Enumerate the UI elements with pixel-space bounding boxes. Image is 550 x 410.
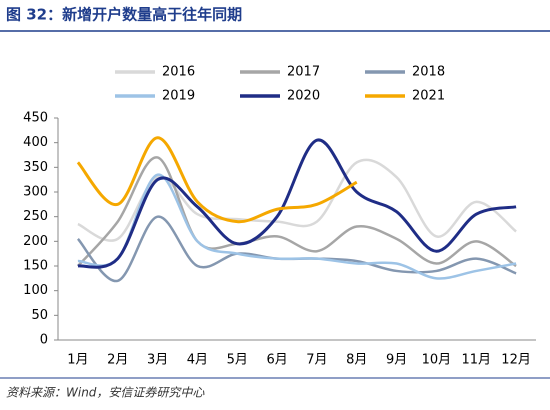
y-tick-label: 100 — [23, 283, 48, 298]
source: 资料来源：Wind，安信证券研究中心 — [6, 386, 205, 400]
x-tick-label: 1月 — [67, 353, 88, 368]
series-line — [76, 156, 517, 268]
y-tick-label: 0 — [40, 333, 48, 348]
series-line — [77, 158, 517, 242]
y-tick-label: 300 — [23, 185, 48, 200]
y-tick-label: 350 — [23, 160, 48, 175]
x-tick-label: 11月 — [461, 353, 491, 368]
legend-label: 2017 — [287, 65, 320, 80]
y-tick-label: 400 — [23, 135, 48, 150]
chart-title: 图 32：新增开户数量高于往年同期 — [6, 6, 242, 24]
x-tick-label: 12月 — [501, 353, 531, 368]
series-line — [76, 136, 358, 224]
legend-label: 2019 — [162, 89, 195, 104]
x-tick-label: 7月 — [306, 353, 327, 368]
legend-label: 2020 — [287, 89, 320, 104]
y-tick-label: 150 — [23, 259, 48, 274]
x-tick-label: 5月 — [227, 353, 248, 368]
x-tick-label: 9月 — [386, 353, 407, 368]
series-line — [77, 173, 517, 280]
x-tick-label: 4月 — [187, 353, 208, 368]
x-tick-label: 8月 — [346, 353, 367, 368]
x-tick-label: 3月 — [147, 353, 168, 368]
legend-label: 2021 — [412, 89, 445, 104]
y-tick-label: 50 — [31, 308, 48, 323]
y-tick-label: 250 — [23, 209, 48, 224]
series-line — [77, 138, 517, 269]
legend-label: 2018 — [412, 65, 445, 80]
y-tick-label: 200 — [23, 234, 48, 249]
x-tick-label: 2月 — [107, 353, 128, 368]
x-tick-label: 6月 — [266, 353, 287, 368]
legend-label: 2016 — [162, 65, 195, 80]
y-tick-label: 450 — [23, 111, 48, 126]
x-tick-label: 10月 — [422, 353, 452, 368]
